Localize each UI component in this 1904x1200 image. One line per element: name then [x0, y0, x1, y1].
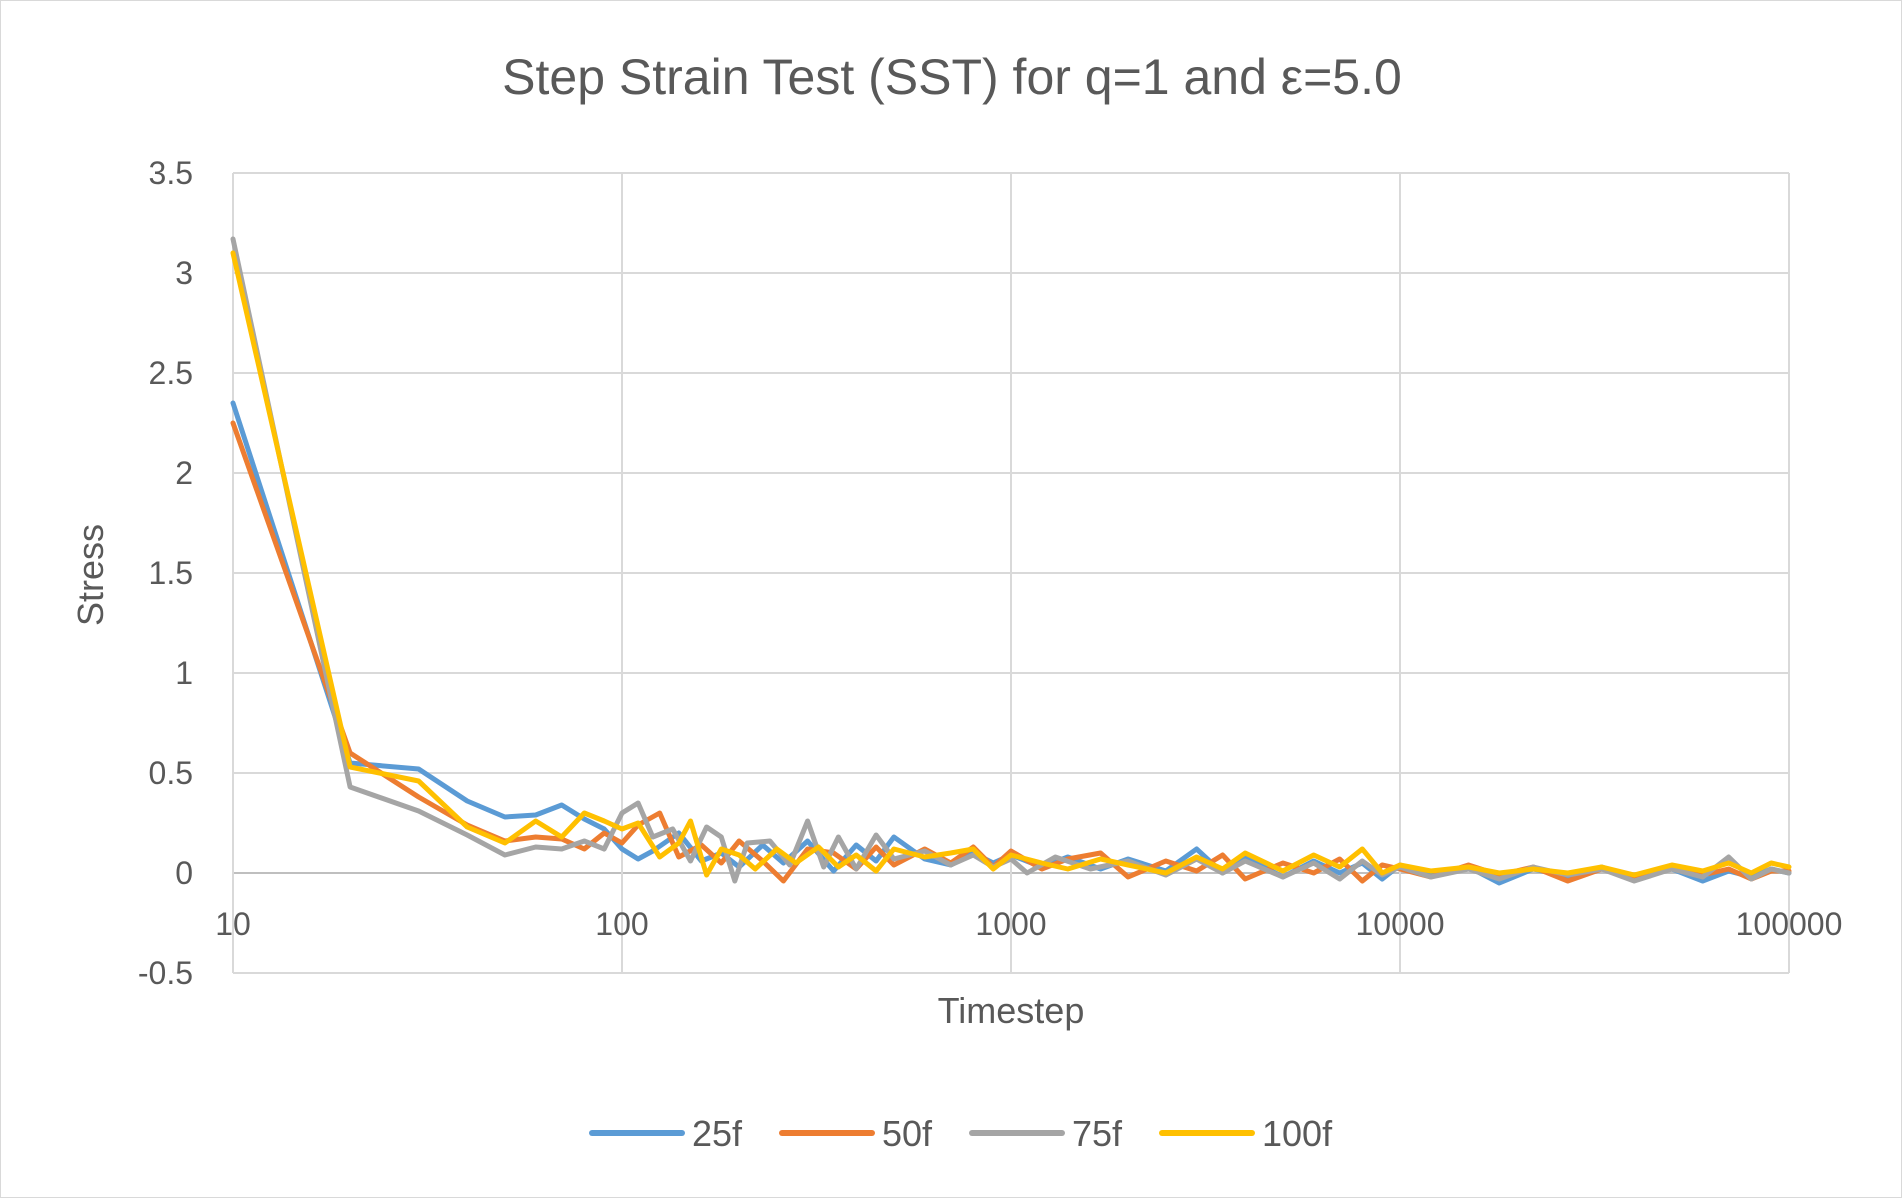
x-tick-label: 100000 — [1736, 906, 1843, 942]
y-axis-ticks: 3.5 3 2.5 2 1.5 1 0.5 0 -0.5 — [138, 155, 193, 991]
x-tick-label: 10 — [215, 906, 251, 942]
legend-label: 25f — [692, 1113, 743, 1154]
x-axis-ticks: 10 100 1000 10000 100000 — [215, 906, 1842, 942]
x-axis-title: Timestep — [938, 990, 1085, 1031]
x-tick-label: 1000 — [975, 906, 1046, 942]
y-tick-label: 0.5 — [149, 755, 193, 791]
legend-label: 100f — [1262, 1113, 1333, 1154]
y-tick-label: 1 — [175, 655, 193, 691]
y-tick-label: 1.5 — [149, 555, 193, 591]
y-tick-label: 3.5 — [149, 155, 193, 191]
gridlines — [232, 172, 1790, 974]
legend: 25f 50f 75f 100f — [589, 1113, 1333, 1154]
x-tick-label: 10000 — [1356, 906, 1445, 942]
series-lines — [230, 236, 1792, 886]
y-axis-title: Stress — [70, 524, 111, 626]
y-tick-label: 2 — [175, 455, 193, 491]
legend-label: 75f — [1072, 1113, 1123, 1154]
y-tick-label: 3 — [175, 255, 193, 291]
y-tick-label: 0 — [175, 855, 193, 891]
series-line-100f — [230, 250, 1792, 878]
y-tick-label: -0.5 — [138, 955, 193, 991]
legend-label: 50f — [882, 1113, 933, 1154]
x-tick-label: 100 — [595, 906, 648, 942]
chart-title: Step Strain Test (SST) for q=1 and ε=5.0 — [502, 49, 1402, 105]
y-tick-label: 2.5 — [149, 355, 193, 391]
